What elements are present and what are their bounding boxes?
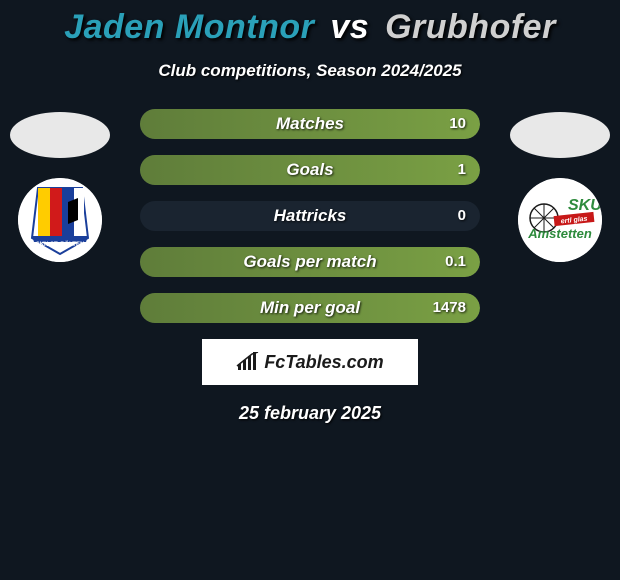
club2-text-top: SKU <box>568 197 602 214</box>
club1-text: SKN ST. PÖLTEN <box>36 241 85 248</box>
bar-label: Matches <box>140 109 480 139</box>
player2-club-icon: SKU ertl glas Amstetten <box>518 178 602 262</box>
bar-value-right: 0 <box>458 201 466 231</box>
vs-label: vs <box>324 8 375 46</box>
bar-value-right: 0.1 <box>445 247 466 277</box>
bar-value-right: 10 <box>449 109 466 139</box>
date-text: 25 february 2025 <box>0 403 620 424</box>
player1-nation-icon <box>10 112 110 158</box>
player1-club-icon: SKN ST. PÖLTEN <box>18 178 102 262</box>
brand-text: FcTables.com <box>264 352 383 373</box>
player2-nation-icon <box>510 112 610 158</box>
subtitle: Club competitions, Season 2024/2025 <box>0 61 620 81</box>
stat-row: Hattricks0 <box>140 201 480 231</box>
comparison-card: Jaden Montnor vs Grubhofer Club competit… <box>0 0 620 580</box>
chart-icon <box>236 352 260 372</box>
stat-bars: Matches10Goals1Hattricks0Goals per match… <box>140 109 480 323</box>
player2-badges: SKU ertl glas Amstetten <box>510 112 610 282</box>
title: Jaden Montnor vs Grubhofer <box>0 8 620 47</box>
club2-text-bottom: Amstetten <box>527 226 592 241</box>
bar-label: Min per goal <box>140 293 480 323</box>
bar-value-right: 1 <box>458 155 466 185</box>
stat-row: Matches10 <box>140 109 480 139</box>
stat-row: Goals per match0.1 <box>140 247 480 277</box>
bar-label: Goals per match <box>140 247 480 277</box>
bar-label: Goals <box>140 155 480 185</box>
bar-label: Hattricks <box>140 201 480 231</box>
player1-badges: SKN ST. PÖLTEN <box>10 112 110 282</box>
bar-value-right: 1478 <box>433 293 466 323</box>
brand-box[interactable]: FcTables.com <box>202 339 418 385</box>
player2-name: Grubhofer <box>385 8 556 46</box>
stat-row: Goals1 <box>140 155 480 185</box>
stat-row: Min per goal1478 <box>140 293 480 323</box>
player1-name: Jaden Montnor <box>64 8 314 46</box>
